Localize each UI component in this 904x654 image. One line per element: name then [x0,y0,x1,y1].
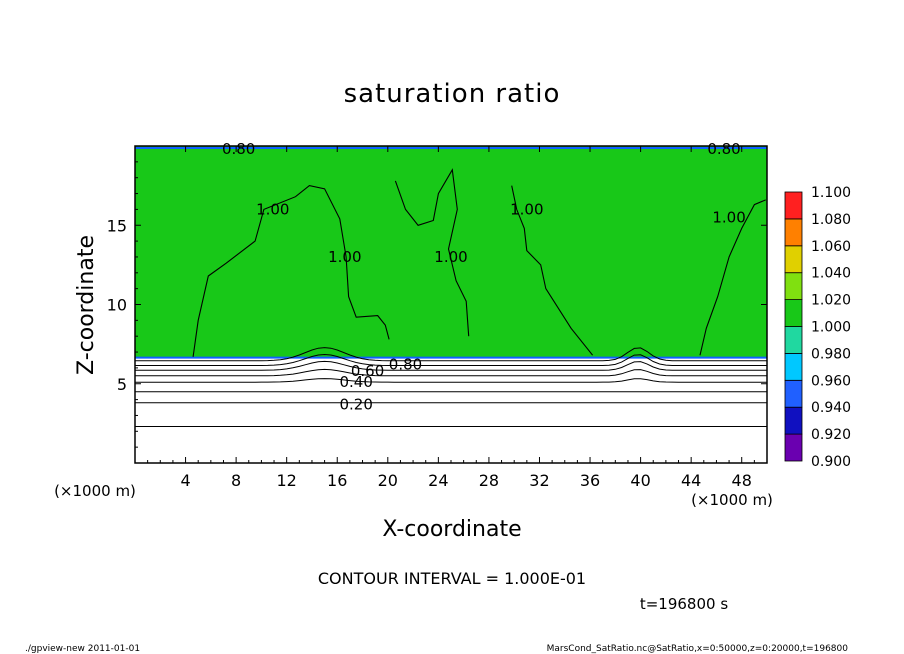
x-tick-label: 28 [479,471,499,490]
colorbar-label: 1.020 [811,293,851,309]
colorbar-swatch [784,352,803,381]
x-tick-label: 44 [681,471,701,490]
colorbar-label: 1.060 [811,239,851,255]
colorbar-swatch [784,406,803,435]
colorbar-label: 0.960 [811,373,851,389]
colorbar-label: 1.000 [811,320,851,336]
x-unit-left: (×1000 m) [54,482,136,500]
contour-label: 0.80 [389,356,422,374]
colorbar-swatch [784,191,803,220]
contour-label: 1.00 [434,248,467,266]
y-axis: 5 10 15 [107,161,767,448]
x-tick-label: 32 [529,471,549,490]
contour-label: 0.60 [351,362,384,380]
contour-label: 1.00 [328,248,361,266]
x-unit-right: (×1000 m) [691,491,773,509]
y-axis-label: Z-coordinate [74,235,99,375]
colorbar-swatch [784,379,803,408]
colorbar-swatch [784,218,803,247]
contour-label: 0.40 [339,373,372,391]
x-axis: 4 8 12 16 20 24 28 32 36 40 44 48 [147,146,755,490]
contour-line [135,378,767,383]
plot-area [135,146,767,463]
contour-line [135,360,767,371]
chart-title: saturation ratio [344,79,561,109]
colorbar-label: 0.940 [811,400,851,416]
contour-line-1.00 [511,185,594,356]
contour-label: 1.00 [712,208,745,226]
contour-label: 0.80 [707,140,740,158]
contour-label: 1.00 [510,200,543,218]
y-tick-label: 5 [117,375,127,394]
colorbar-label: 1.040 [811,266,851,282]
colorbar-swatch [784,299,803,327]
colorbar-label: 0.900 [811,454,851,470]
contour-lines [135,168,767,427]
colorbar-label: 0.980 [811,346,851,362]
x-tick-label: 12 [277,471,297,490]
contour-labels: 0.20 0.400.60 0.80 1.00 1.00 1.00 1.00 1.00 0.80… [222,140,746,413]
colorbar-swatch [784,245,803,274]
colorbar: 0.900 0.920 0.940 0.960 0.980 1.000 1.020 1.040… [784,185,851,470]
colorbar-swatch [784,326,803,354]
y-tick-label: 15 [107,216,127,235]
x-tick-label: 48 [732,471,752,490]
footer-left: ./gpview-new 2011-01-01 [25,644,140,654]
colorbar-swatch [784,272,803,301]
contour-line [135,347,767,362]
colorbar-label: 1.080 [811,212,851,228]
colorbar-label: 0.920 [811,427,851,443]
contour-interval: CONTOUR INTERVAL = 1.000E-01 [318,569,586,588]
x-axis-label: X-coordinate [382,517,521,542]
x-tick-label: 24 [428,471,448,490]
x-tick-label: 36 [580,471,600,490]
colorbar-swatch [784,433,803,462]
contour-line-1.00 [394,168,470,337]
contour-label: 0.20 [339,395,372,413]
contour-line [135,353,767,366]
x-tick-label: 8 [231,471,241,490]
x-tick-label: 16 [327,471,347,490]
y-tick-label: 10 [107,296,127,315]
contour-line-1.00 [699,199,766,356]
colorbar-label: 1.100 [811,185,851,201]
contour-line-1.00 [192,185,390,357]
x-tick-label: 20 [378,471,398,490]
x-tick-label: 4 [180,471,190,490]
contour-label: 1.00 [256,200,289,218]
contour-label: 0.80 [222,140,255,158]
contour-line [135,368,767,377]
x-tick-label: 40 [630,471,650,490]
time-label: t=196800 s [640,595,728,613]
footer-right: MarsCond_SatRatio.nc@SatRatio,x=0:50000,… [547,644,849,654]
